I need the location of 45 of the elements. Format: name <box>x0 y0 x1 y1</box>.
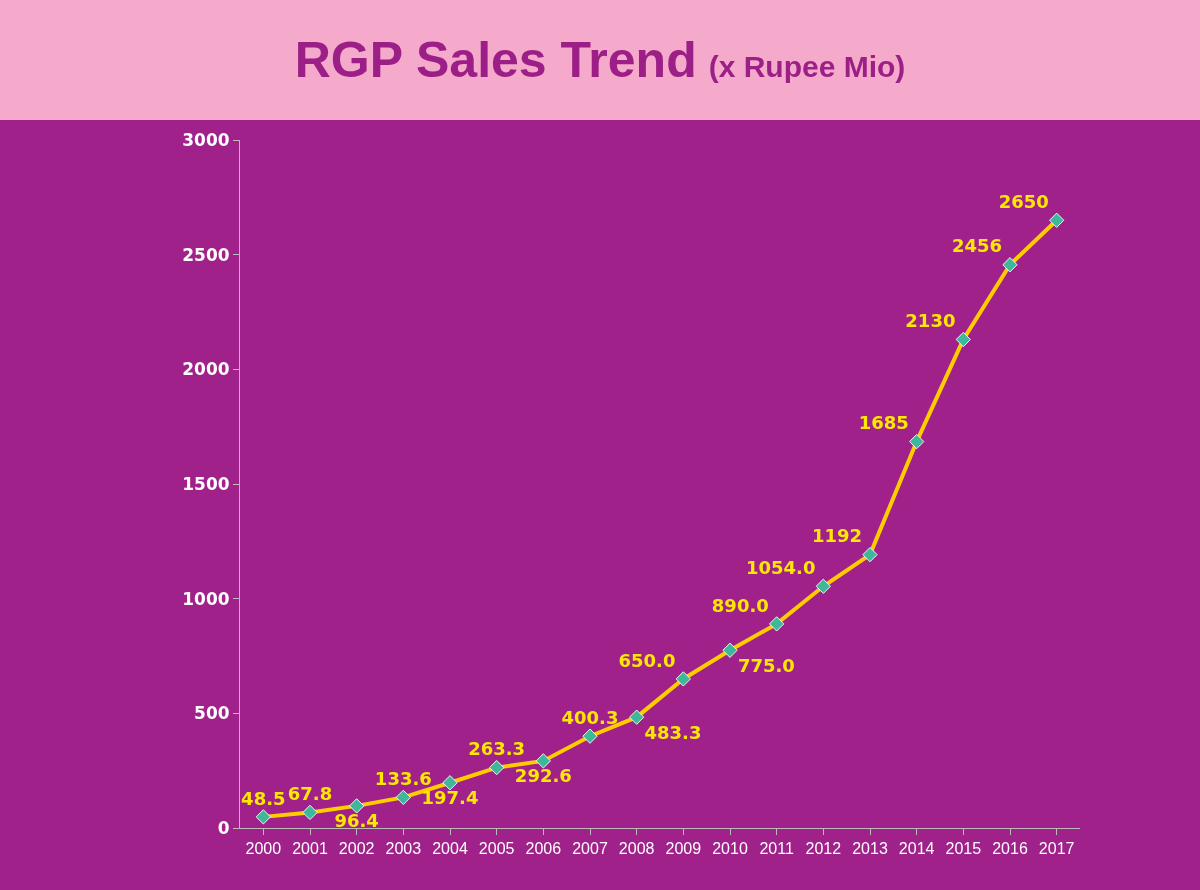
y-tick-label: 1500 <box>182 473 230 494</box>
y-tick-label: 1000 <box>182 588 230 609</box>
x-tick-label: 2001 <box>292 840 328 858</box>
x-tick-label: 2009 <box>665 840 702 858</box>
x-tick-label: 2012 <box>805 840 842 858</box>
data-label: 2130 <box>905 310 956 332</box>
data-label: 263.3 <box>468 738 526 760</box>
data-label: 48.5 <box>241 787 286 809</box>
data-label: 96.4 <box>334 810 379 832</box>
data-label: 483.3 <box>644 721 702 743</box>
x-tick-label: 2007 <box>572 840 608 858</box>
y-tick-label: 2000 <box>182 359 230 380</box>
x-tick-label: 2008 <box>618 840 655 858</box>
data-label: 1054.0 <box>745 556 816 578</box>
data-label: 2650 <box>998 190 1049 212</box>
y-tick-label: 3000 <box>182 129 230 150</box>
x-tick-label: 2011 <box>759 840 794 858</box>
chart-subtitle: (x Rupee Mio) <box>708 50 906 84</box>
data-label: 292.6 <box>514 765 572 787</box>
y-tick-label: 500 <box>194 703 230 724</box>
x-tick-label: 2013 <box>852 840 888 858</box>
data-label: 67.8 <box>287 783 333 805</box>
x-tick-label: 2010 <box>712 840 748 858</box>
data-label: 1192 <box>812 525 863 547</box>
x-tick-label: 2014 <box>898 840 935 858</box>
x-tick-label: 2016 <box>992 840 1028 858</box>
data-label: 197.4 <box>421 787 479 809</box>
y-tick-label: 0 <box>217 817 230 838</box>
y-tick-label: 2500 <box>182 244 230 265</box>
data-label: 775.0 <box>737 654 795 676</box>
data-label: 890.0 <box>711 594 769 616</box>
x-tick-label: 2015 <box>945 840 982 858</box>
x-tick-label: 2003 <box>385 840 422 858</box>
x-tick-label: 2004 <box>432 840 468 858</box>
data-label: 650.0 <box>618 649 676 671</box>
x-tick-label: 2005 <box>478 840 515 858</box>
x-tick-label: 2002 <box>338 840 375 858</box>
data-label: 2456 <box>952 235 1003 257</box>
data-label: 133.6 <box>374 767 432 789</box>
data-label: 1685 <box>858 412 909 434</box>
x-tick-label: 2006 <box>525 840 562 858</box>
data-label: 400.3 <box>561 706 619 728</box>
x-tick-label: 2017 <box>1038 840 1075 858</box>
x-tick-label: 2000 <box>245 840 282 858</box>
chart-title: RGP Sales Trend <box>294 31 697 89</box>
